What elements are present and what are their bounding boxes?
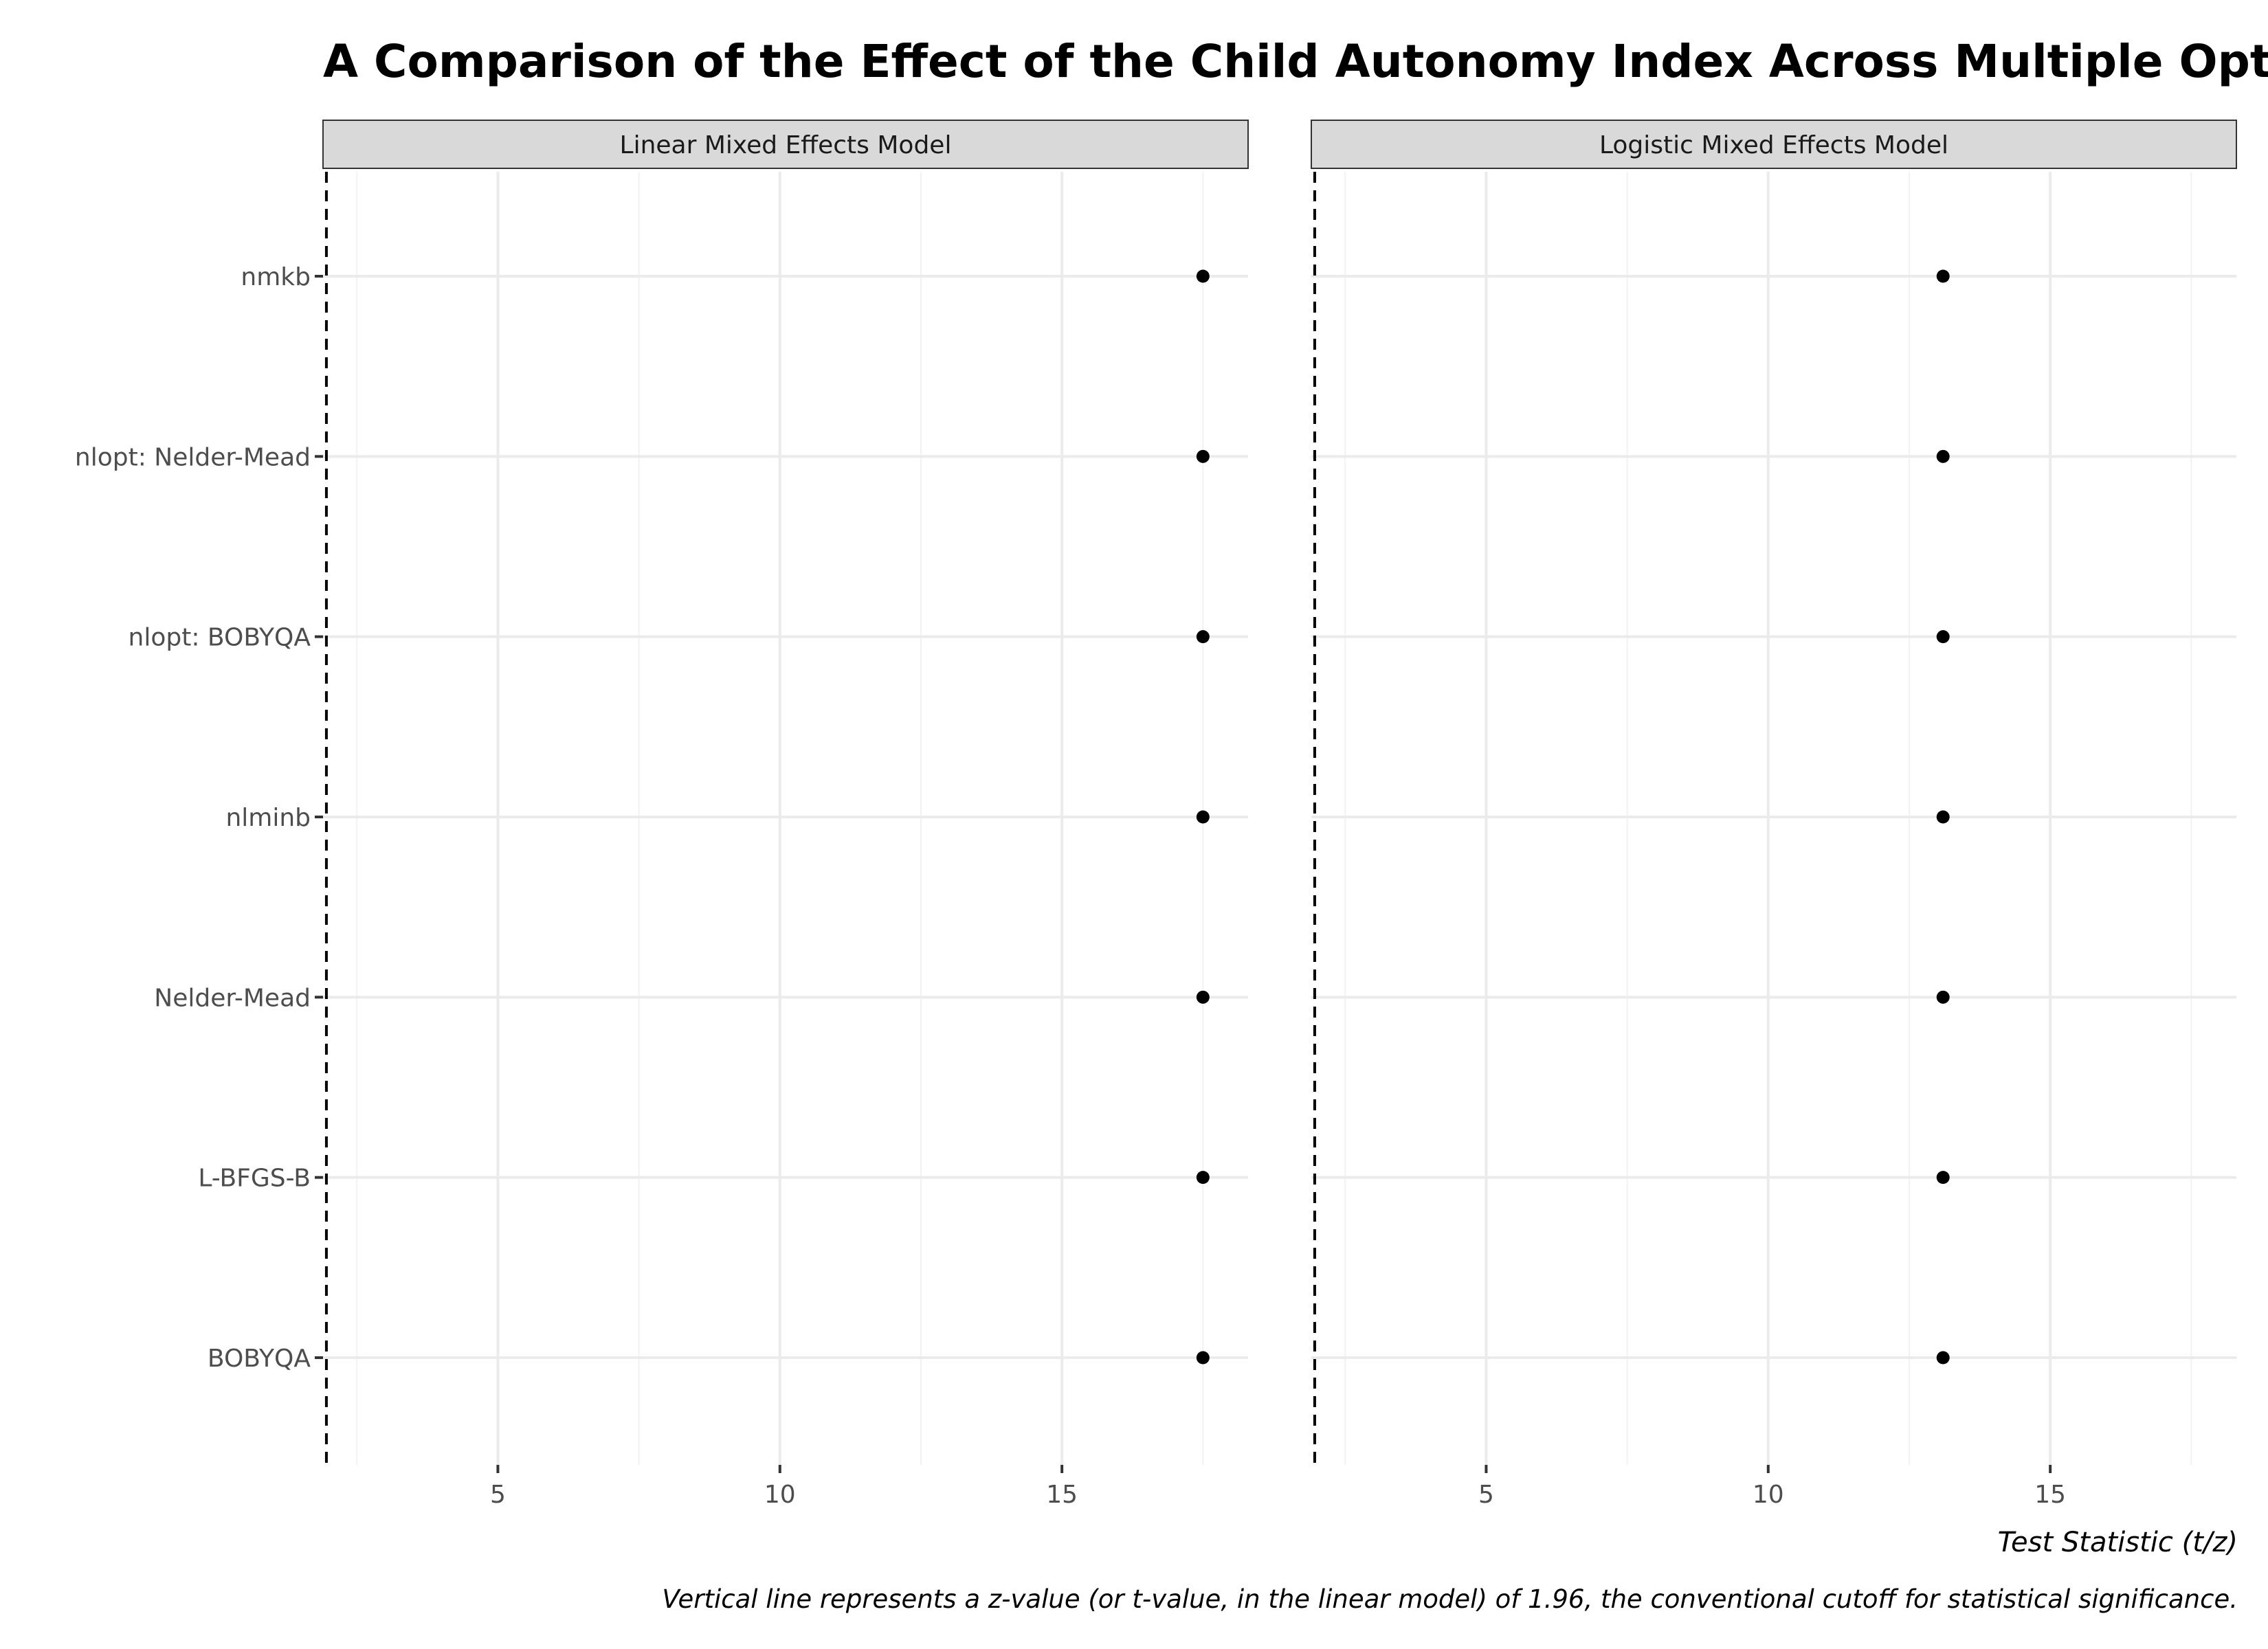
data-point [1196,990,1210,1004]
data-point [1196,449,1210,463]
data-point [1936,269,1950,283]
facet-strip-label: Linear Mixed Effects Model [620,131,952,159]
y-tick-label: nlopt: Nelder-Mead [75,443,311,471]
chart-title: A Comparison of the Effect of the Child … [323,35,2268,88]
data-point [1936,990,1950,1004]
data-point [1196,269,1210,283]
y-tick-label: nlopt: BOBYQA [129,624,311,652]
y-tick-label: BOBYQA [208,1345,311,1373]
x-tick-label: 15 [1046,1481,1078,1509]
data-point [1936,1351,1950,1365]
x-tick-label: 10 [764,1481,796,1509]
data-point [1936,449,1950,463]
data-point [1196,810,1210,824]
data-point [1196,630,1210,644]
facet-panel: Logistic Mixed Effects Model 5 10 15 [1311,120,2237,1509]
data-point [1936,630,1950,644]
chart-caption: Vertical line represents a z-value (or t… [662,1584,2238,1614]
y-tick-label: nlminb [225,804,311,832]
y-axis: nmkb nlopt: Nelder-Mead nlopt: BOBYQA nlmin… [75,263,323,1373]
data-point [1936,1171,1950,1185]
data-point [1196,1351,1210,1365]
facet-strip-label: Logistic Mixed Effects Model [1599,131,1948,159]
x-tick-label: 15 [2034,1481,2066,1509]
x-tick-label: 5 [1478,1481,1494,1509]
x-tick-label: 10 [1753,1481,1784,1509]
y-tick-label: L-BFGS-B [198,1165,311,1193]
facet-panel: Linear Mixed Effects Model 5 10 15 [322,120,1249,1509]
data-point [1196,1171,1210,1185]
data-point [1936,810,1950,824]
y-tick-label: nmkb [241,263,311,291]
facet-strip [322,120,1249,169]
facet-strip [1311,120,2237,169]
y-tick-label: Nelder-Mead [154,984,311,1012]
x-tick-label: 5 [490,1481,506,1509]
x-axis-title: Test Statistic (t/z) [1998,1527,2238,1558]
